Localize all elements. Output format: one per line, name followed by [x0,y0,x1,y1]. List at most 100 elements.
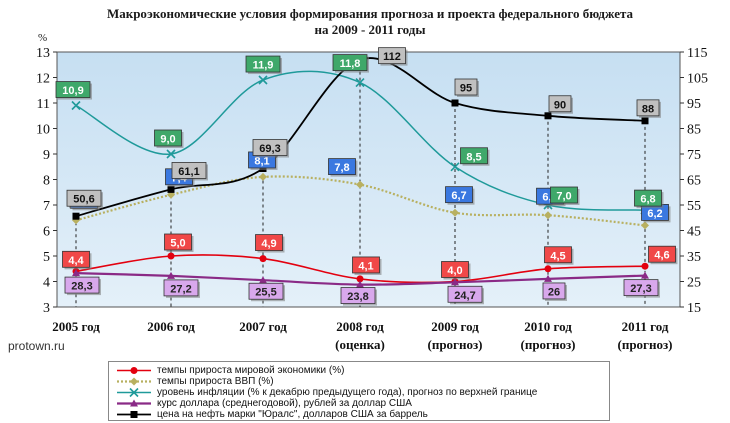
legend-swatch [117,411,151,418]
series-point [258,75,268,85]
data-label: 4,9 [261,238,276,250]
legend-item: темпы прироста мировой экономики (%) [115,365,595,376]
data-label-box [441,261,469,278]
data-label: 6,7 [451,190,466,202]
x-category-label: 2005 год [52,319,100,334]
legend-swatch-marker [130,367,138,374]
data-label-box [542,282,566,300]
data-label-box [62,250,90,268]
legend-swatch-marker [130,399,138,407]
data-label-box [550,186,578,204]
right-axis-tick-label: 85 [687,123,701,138]
series-point [544,211,552,220]
data-label: 7,0 [556,191,571,203]
x-category-label: 2008 год [336,319,384,334]
right-axis-tick-label: 35 [687,250,701,265]
legend-item: темпы прироста ВВП (%) [115,376,595,387]
data-label-box [55,81,91,98]
series-point [451,208,459,217]
legend-swatch [117,399,151,407]
left-axis-tick-label: 10 [36,123,50,138]
data-label: 90 [554,99,566,111]
data-label-box [352,256,380,274]
data-label-box [245,55,281,73]
legend-swatch [117,387,151,398]
legend-label: уровень инфляции (% к декабрю предыдущег… [157,387,538,398]
data-label-box [163,279,199,297]
data-label: 28,3 [71,281,92,293]
left-axis-unit: % [38,32,48,44]
data-label-box [332,54,368,71]
chart-canvas: 3456789101112131525354555657585951051152… [36,46,708,352]
series-point [356,280,364,288]
data-label-box [328,158,356,176]
left-axis-tick-label: 12 [36,72,50,87]
series-point [451,278,459,286]
series-point [355,78,365,88]
data-label-box [66,189,102,207]
legend-label: курс доллара (среднегодовой), рублей за … [157,398,412,409]
data-label: 11,9 [253,60,274,72]
legend-swatch [117,367,151,374]
series-point [259,276,267,284]
data-label-box [171,162,207,179]
series-point [641,262,649,270]
data-label: 61,1 [178,166,199,178]
legend-item: уровень инфляции (% к декабрю предыдущег… [115,387,595,398]
data-label: 4,6 [654,250,669,262]
legend-label: темпы прироста ВВП (%) [157,376,274,387]
right-axis-tick-label: 95 [687,97,701,112]
data-label: 7,8 [334,162,349,174]
data-label: 5,0 [170,238,185,250]
series-0 [72,252,649,285]
data-label: 69,3 [259,143,280,155]
data-label: 4,0 [447,265,462,277]
x-category-label: 2007 год [239,319,287,334]
data-label-box [164,233,192,251]
chart-subtitle: на 2009 - 2011 годы [314,22,426,37]
series-point [72,212,80,220]
data-label: 4,4 [68,255,84,267]
left-axis-tick-label: 3 [43,301,50,316]
data-label: 27,3 [630,283,651,295]
x-category-sublabel: (прогноз) [618,337,673,352]
data-label-box [447,285,483,303]
left-axis-tick-label: 4 [43,276,50,291]
data-label: 11,8 [340,58,361,70]
right-axis-tick-label: 25 [687,276,701,291]
series-point [259,172,267,181]
legend-swatch [117,377,151,386]
right-axis-tick-label: 105 [687,72,708,87]
legend-item: курс доллара (среднегодовой), рублей за … [115,398,595,409]
legend-swatch-marker [129,387,139,398]
left-axis-tick-label: 13 [36,46,50,61]
left-axis-tick-label: 7 [43,199,50,214]
left-axis-tick-label: 11 [37,97,50,112]
series-point [167,185,175,193]
right-axis-tick-label: 75 [687,148,701,163]
series-point [544,274,552,282]
series-point [544,265,552,273]
data-label-box [634,189,662,207]
data-label-box [248,282,284,300]
series-3 [72,269,649,288]
series-point [641,271,649,279]
series-point [641,221,649,230]
data-label: 6,2 [647,208,662,220]
data-label-box [648,245,676,263]
data-label: 8,1 [254,155,269,167]
data-label: 10,9 [62,85,83,97]
series-point [167,252,175,260]
data-label: 25,5 [255,287,276,299]
left-axis-tick-label: 5 [43,250,50,265]
right-axis-tick-label: 15 [687,301,701,316]
data-label: 24,7 [454,290,475,302]
x-category-label: 2006 год [147,319,195,334]
data-label-box [548,95,572,113]
x-category-label: 2009 год [431,319,479,334]
data-label: 112 [383,51,401,63]
series-point [259,255,267,263]
data-label-box [460,147,488,165]
left-axis-tick-label: 6 [43,225,50,240]
chart-title: Макроэкономические условия формирования … [106,6,634,21]
